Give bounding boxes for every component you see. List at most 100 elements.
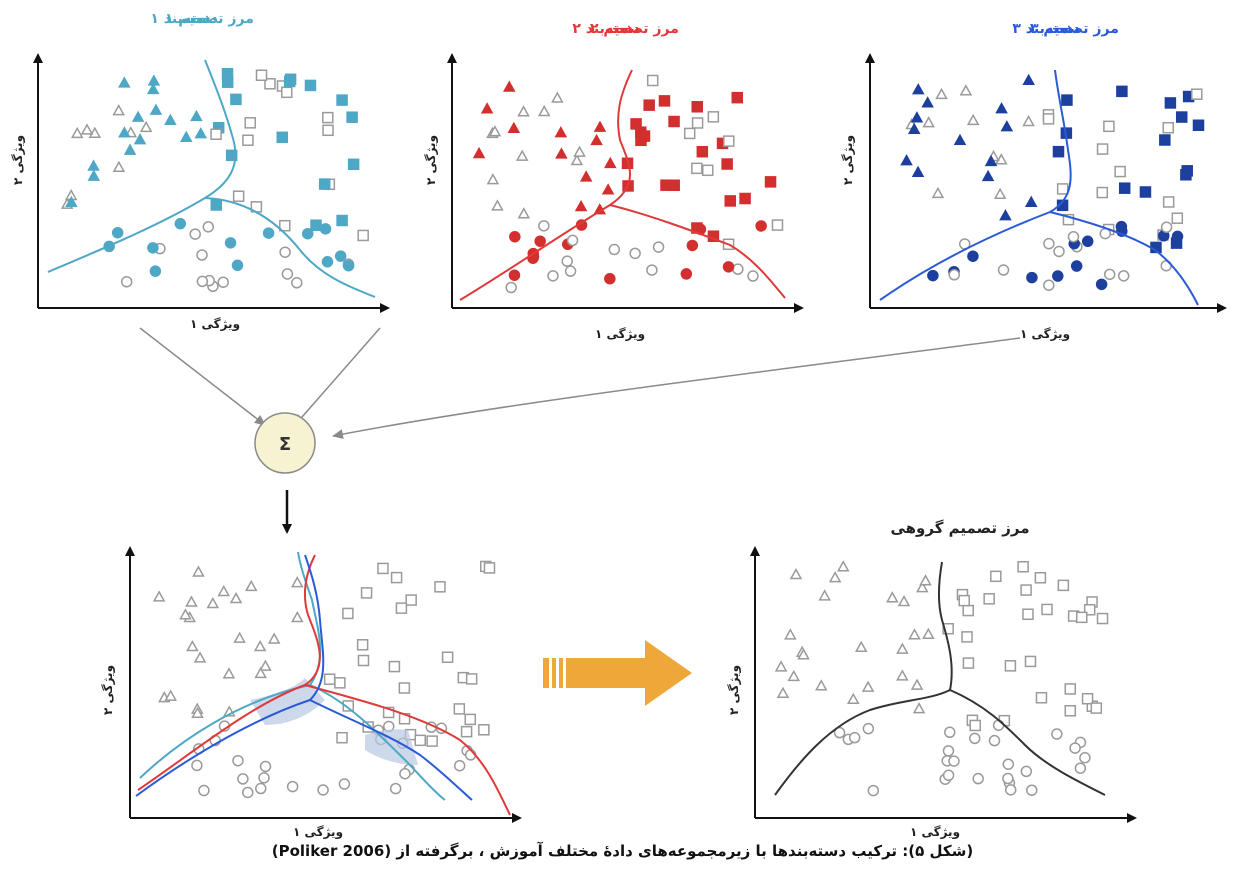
square-marker [658, 95, 671, 107]
circle-marker [992, 719, 1005, 731]
square-marker [1164, 97, 1177, 109]
square-marker [1064, 704, 1077, 717]
square-marker [1162, 121, 1174, 134]
triangle-marker [179, 608, 192, 620]
triangle-marker [480, 102, 494, 114]
triangle-marker [87, 169, 101, 181]
square-marker [1114, 165, 1126, 178]
square-marker [969, 719, 981, 732]
circle-marker [111, 226, 124, 239]
circle-marker [301, 227, 314, 240]
circle-marker [334, 250, 347, 262]
circle-marker [258, 772, 270, 784]
triangle-marker [253, 639, 267, 652]
classifier-2-title-right: دسته‌بند ۲ [572, 21, 640, 37]
square-marker [668, 115, 680, 128]
triangle-marker [87, 159, 100, 171]
circle-marker [202, 221, 215, 233]
triangle-marker [593, 120, 607, 132]
square-marker [334, 677, 346, 689]
circle-marker [281, 268, 294, 280]
triangle-marker [80, 123, 94, 135]
square-marker [1159, 134, 1171, 146]
square-marker [281, 86, 293, 99]
square-marker [1064, 683, 1077, 695]
triangle-marker [1022, 114, 1035, 127]
square-marker [1096, 143, 1109, 155]
square-marker [771, 219, 784, 231]
circle-marker [196, 249, 208, 261]
circle-marker [547, 270, 559, 282]
square-marker [347, 158, 360, 171]
y-axis-label: ویژگی ۲ [11, 135, 26, 185]
triangle-marker [112, 160, 126, 172]
triangle-marker [574, 199, 588, 212]
circle-marker [732, 263, 744, 275]
triangle-marker [921, 96, 934, 108]
triangle-marker [70, 126, 84, 139]
circle-marker [867, 784, 880, 797]
square-marker [638, 130, 651, 142]
y-axis-label: ویژگی ۲ [424, 135, 439, 185]
triangle-marker [995, 102, 1008, 114]
triangle-marker [911, 83, 925, 95]
axis-labels: ویژگی ۱ ویژگی ۱ ویژگی ۱ ویژگی ۱ ویژگی ۱ ویژگی… [11, 135, 1070, 840]
circle-marker [968, 732, 981, 745]
square-marker [1096, 612, 1109, 625]
square-marker [390, 571, 403, 584]
circle-marker [1160, 221, 1173, 233]
square-marker [962, 604, 974, 617]
triangle-marker [828, 571, 842, 583]
circle-marker [1074, 762, 1087, 774]
circle-marker [191, 759, 203, 772]
circle-marker [1002, 772, 1014, 785]
triangle-marker [191, 706, 204, 719]
triangle-marker [551, 91, 564, 103]
square-marker [1075, 611, 1088, 624]
square-marker [255, 69, 268, 82]
figure-caption: (شکل ۵): ترکیب دسته‌بندها با زیرمجموعه‌ه… [271, 842, 974, 860]
circle-marker [755, 220, 767, 232]
circle-marker [1079, 752, 1091, 764]
classifier-3-title-left: مرز تصمیم ۳ [1030, 21, 1119, 37]
triangle-marker [784, 628, 797, 640]
circle-marker [242, 786, 254, 799]
square-marker [434, 581, 446, 593]
square-marker [232, 190, 245, 202]
square-marker [244, 117, 256, 129]
circle-marker [237, 773, 249, 785]
square-marker [336, 214, 348, 227]
triangle-marker [797, 648, 810, 660]
square-marker [310, 219, 322, 231]
triangle-marker [472, 146, 486, 159]
triangle-marker [164, 689, 178, 701]
circle-marker [927, 269, 939, 282]
circle-marker [1004, 784, 1017, 796]
square-marker [1139, 186, 1152, 198]
triangle-marker [147, 74, 161, 86]
square-marker [723, 135, 735, 147]
triangle-marker [907, 122, 921, 135]
triangle-marker [222, 667, 236, 679]
triangle-marker [179, 130, 193, 142]
square-marker [696, 145, 709, 158]
square-marker [398, 682, 411, 694]
square-marker [357, 229, 369, 242]
circle-marker [942, 745, 955, 757]
boundary-1 [47, 59, 376, 298]
boundary-2 [459, 69, 786, 301]
circle-marker [948, 755, 960, 767]
square-marker [1175, 111, 1188, 123]
triangle-marker [922, 627, 935, 640]
circle-marker [196, 275, 209, 288]
circle-marker [1026, 784, 1038, 796]
circle-marker [566, 234, 579, 247]
circle-marker [1002, 758, 1015, 770]
square-marker [1035, 692, 1048, 704]
triangle-marker [931, 186, 945, 199]
square-marker [691, 162, 703, 175]
circle-marker [534, 235, 546, 247]
square-marker [1004, 660, 1017, 672]
square-marker [724, 195, 737, 207]
circle-marker [399, 767, 411, 780]
